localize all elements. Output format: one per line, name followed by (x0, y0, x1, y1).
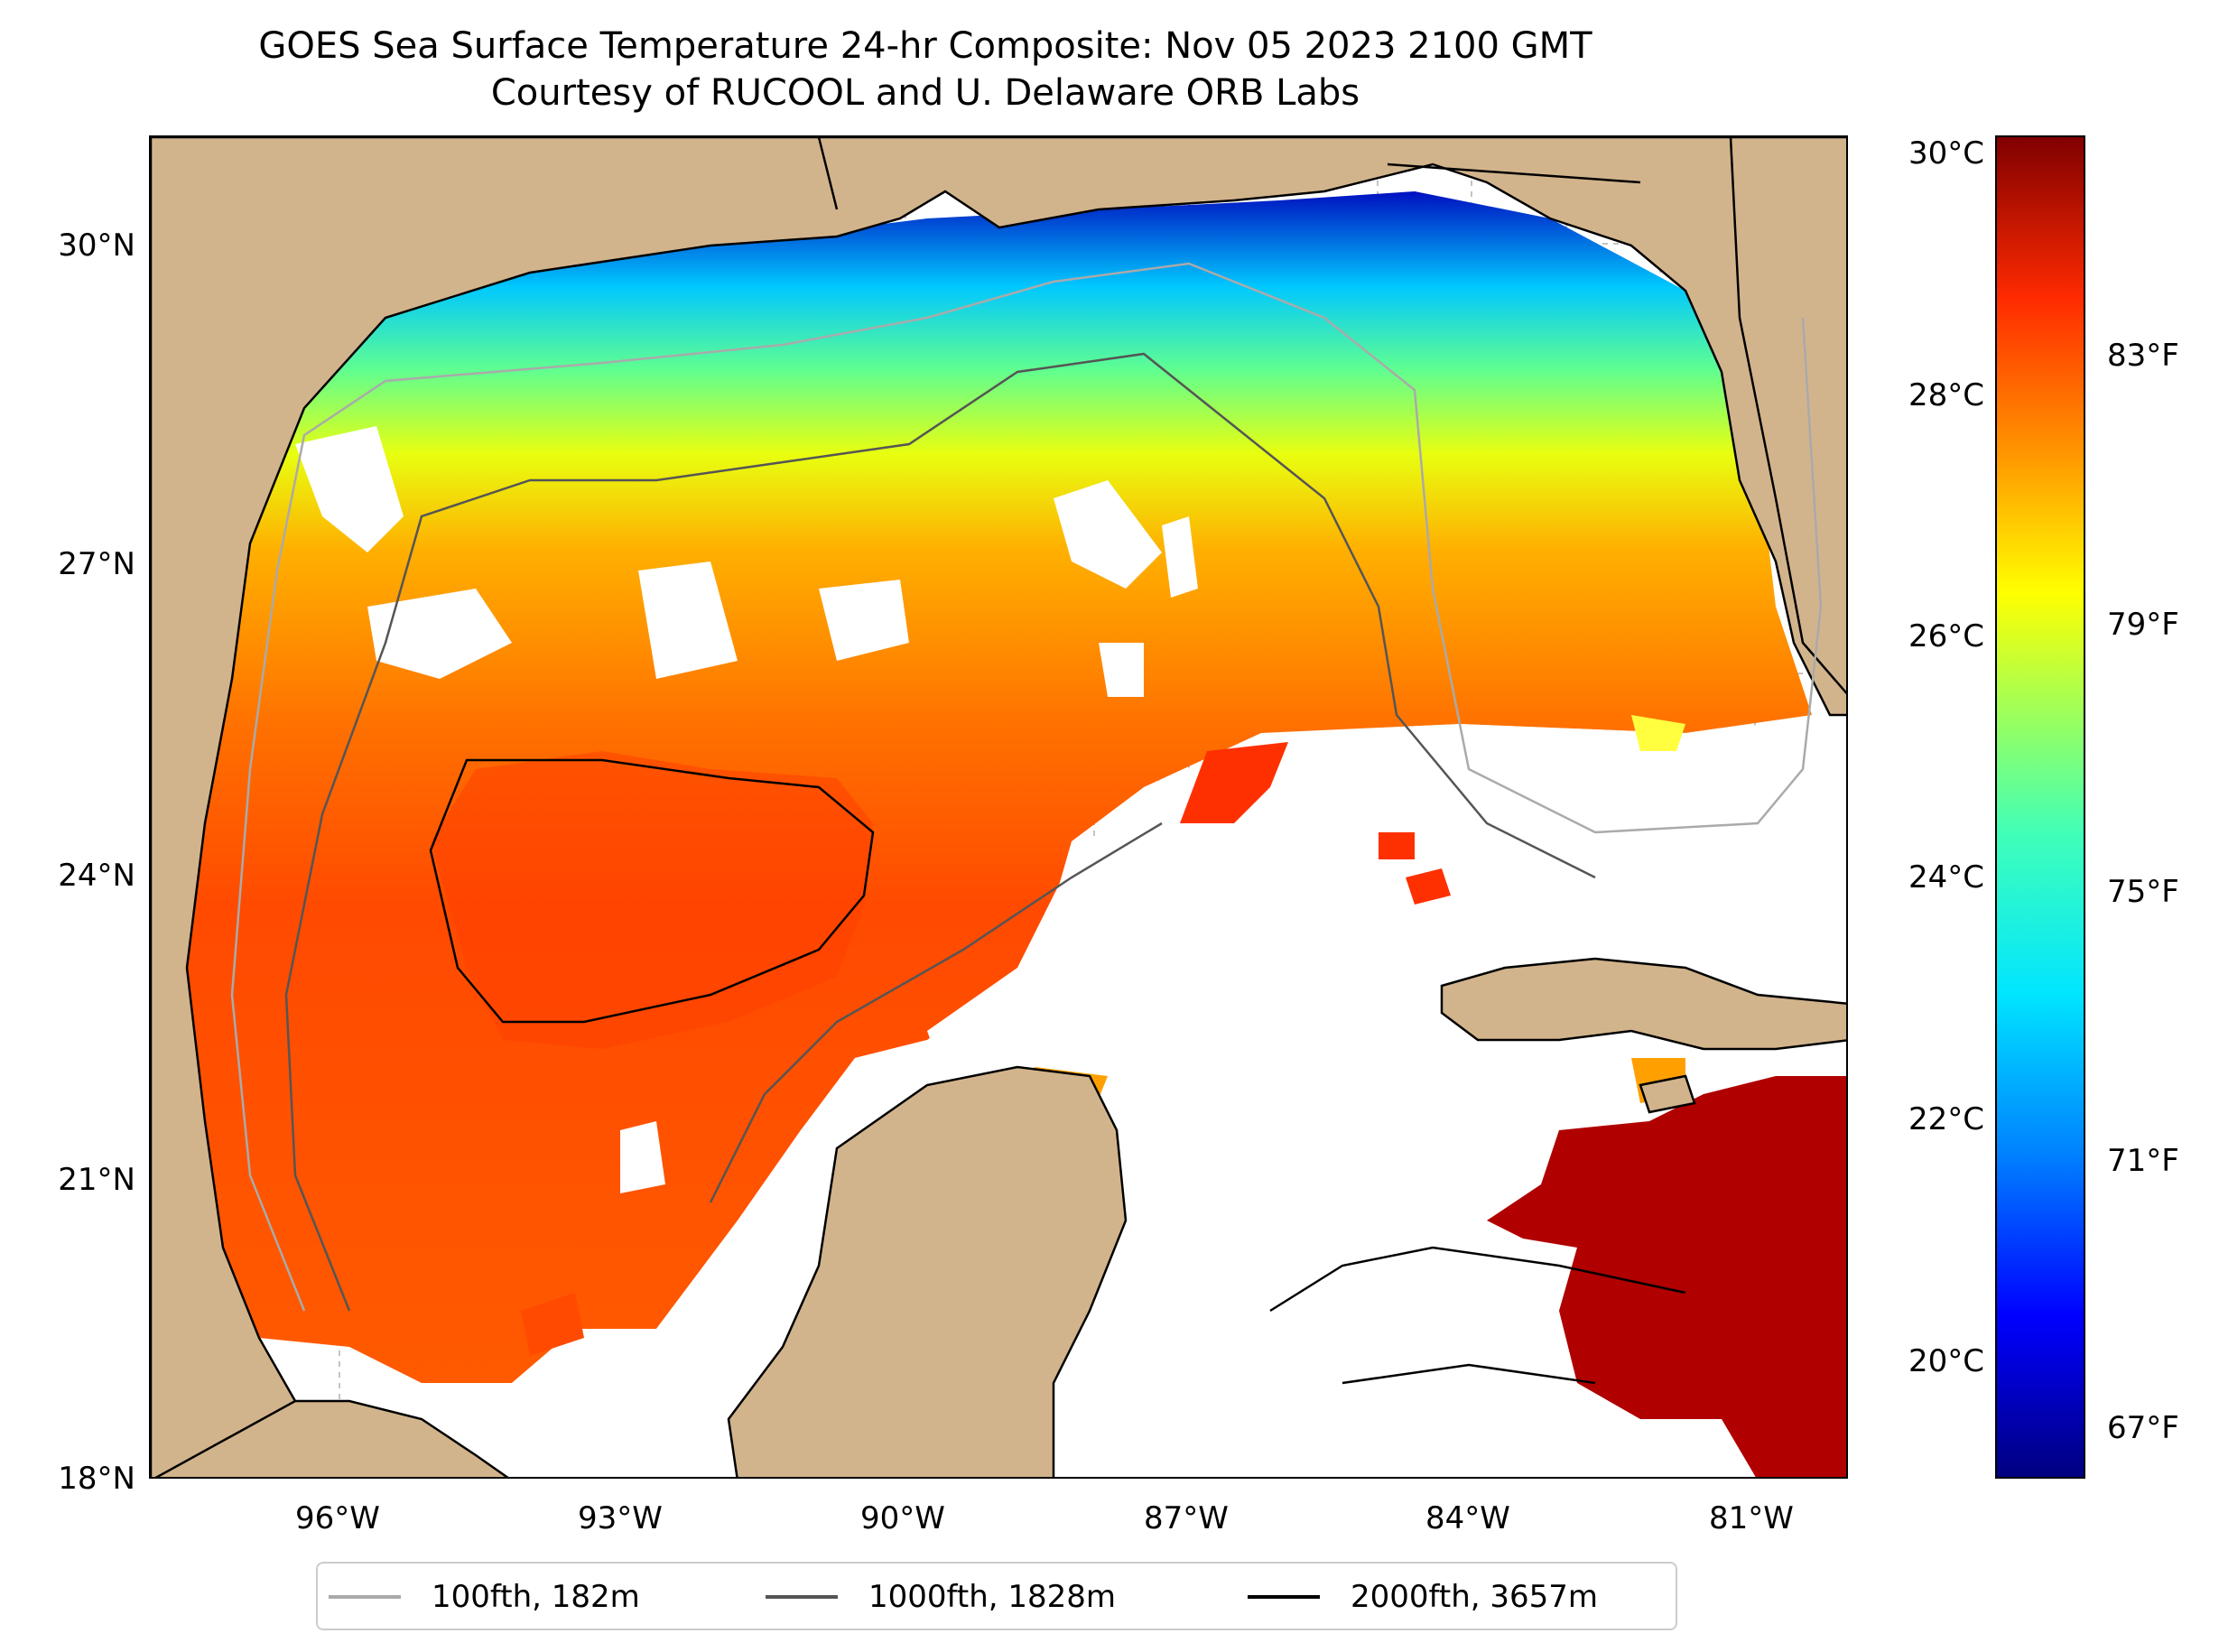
cbar-tick-67f: 67°F (2107, 1410, 2179, 1446)
lon-tick-87: 87°W (1144, 1500, 1229, 1536)
lat-tick-27: 27°N (58, 546, 135, 582)
cbar-tick-22c: 22°C (1908, 1101, 1984, 1137)
legend-label-100fth: 100fth, 182m (432, 1579, 640, 1615)
cbar-tick-24c: 24°C (1908, 859, 1984, 896)
lon-tick-84: 84°W (1425, 1500, 1510, 1536)
contour-1000fth (284, 352, 1596, 1312)
contour-2000fth (429, 758, 1686, 1385)
cbar-tick-71f: 71°F (2107, 1143, 2179, 1179)
legend-line-100fth (329, 1595, 401, 1599)
contour-100fth (230, 262, 1823, 1312)
lat-tick-18: 18°N (58, 1461, 135, 1497)
lon-tick-90: 90°W (860, 1500, 945, 1536)
lat-tick-21: 21°N (58, 1162, 135, 1198)
legend-label-1000fth: 1000fth, 1828m (868, 1579, 1117, 1615)
sst-colorbar (1995, 135, 2085, 1479)
lat-tick-30: 30°N (58, 227, 135, 264)
caribbean-sst (1487, 1076, 1846, 1477)
cbar-tick-26c: 26°C (1908, 618, 1984, 654)
cbar-tick-83f: 83°F (2107, 338, 2179, 374)
lat-tick-24: 24°N (58, 858, 135, 894)
lon-tick-93: 93°W (578, 1500, 663, 1536)
legend-label-2000fth: 2000fth, 3657m (1351, 1579, 1599, 1615)
legend: 100fth, 182m 1000fth, 1828m 2000fth, 365… (316, 1562, 1677, 1630)
warm-core (431, 751, 873, 1049)
legend-line-2000fth (1248, 1595, 1320, 1599)
map-title: GOES Sea Surface Temperature 24-hr Compo… (258, 25, 1592, 67)
lon-tick-96: 96°W (295, 1500, 380, 1536)
cbar-tick-28c: 28°C (1908, 377, 1984, 413)
map-subtitle: Courtesy of RUCOOL and U. Delaware ORB L… (490, 72, 1360, 114)
sst-field (187, 191, 1812, 1383)
cbar-tick-30c: 30°C (1908, 135, 1984, 172)
legend-item-1000fth: 1000fth, 1828m (766, 1574, 1116, 1620)
legend-line-1000fth (766, 1595, 838, 1599)
lon-tick-81: 81°W (1709, 1500, 1794, 1536)
cbar-tick-79f: 79°F (2107, 607, 2179, 643)
land (151, 137, 1846, 1477)
legend-item-2000fth: 2000fth, 3657m (1248, 1574, 1598, 1620)
sst-map (149, 135, 1848, 1479)
cbar-tick-75f: 75°F (2107, 874, 2179, 910)
legend-item-100fth: 100fth, 182m (329, 1574, 640, 1620)
cbar-tick-20c: 20°C (1908, 1343, 1984, 1379)
